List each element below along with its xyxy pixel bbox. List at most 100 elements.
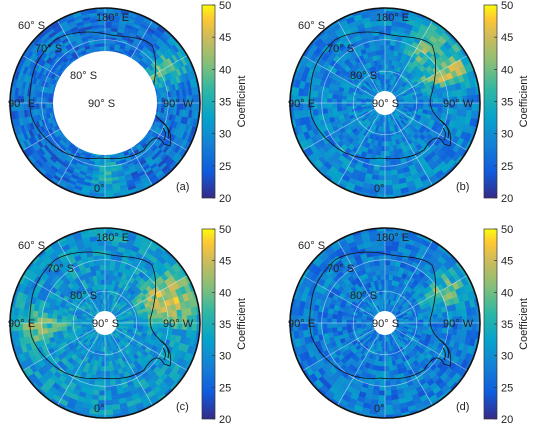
heatmap-cell — [326, 107, 333, 114]
meridian-line — [384, 102, 433, 186]
heatmap-cell — [423, 322, 429, 328]
lat-label-90-c: 90° S — [92, 318, 119, 330]
heatmap-cell — [389, 260, 397, 267]
heatmap-cell — [380, 49, 386, 56]
panel-label-b: (b) — [456, 181, 469, 193]
heatmap-cell — [384, 175, 393, 181]
colorbar-tick-label: 25 — [219, 161, 231, 173]
pole-hole-b — [373, 91, 397, 115]
heatmap-cell — [388, 365, 394, 372]
heatmap-cell — [428, 318, 434, 324]
heatmap-cell — [331, 106, 338, 113]
heatmap-cell — [418, 99, 424, 104]
lat-label-90-b: 90° S — [372, 98, 399, 110]
colorbar-label: Coefficient — [518, 76, 530, 128]
heatmap-cell — [99, 264, 106, 271]
heatmap-cell — [100, 366, 106, 372]
heatmap-cell — [384, 39, 391, 46]
heatmap-cell — [384, 49, 390, 56]
heatmap-cell — [143, 318, 149, 324]
colorbar-tick-label: 25 — [501, 161, 513, 173]
lon-label-90e-a: 90° E — [8, 98, 35, 110]
heatmap-cell — [143, 322, 149, 328]
heatmap-cell — [100, 361, 106, 367]
heatmap-cell — [100, 269, 106, 276]
lon-label-90w-c: 90° W — [163, 318, 194, 330]
heatmap-cell — [148, 318, 154, 324]
heatmap-cell — [331, 98, 338, 104]
colorbar-tick-label: 20 — [501, 193, 513, 205]
heatmap-cell — [99, 46, 106, 50]
heatmap-cell — [51, 326, 58, 333]
heatmap-cell — [104, 168, 112, 173]
heatmap-cell — [379, 44, 386, 51]
heatmap-cell — [384, 160, 391, 167]
heatmap-cell — [48, 102, 52, 109]
heatmap-cell — [93, 260, 101, 267]
heatmap-cell — [388, 370, 395, 377]
heatmap-cell — [96, 274, 102, 281]
colorbar-tick-label: 30 — [219, 129, 231, 141]
heatmap-cell — [158, 97, 162, 104]
heatmap-cell — [326, 322, 333, 329]
heatmap-cell — [100, 279, 106, 285]
heatmap-cell — [428, 98, 434, 104]
heatmap-cell — [384, 370, 390, 377]
heatmap-cell — [97, 279, 102, 286]
heatmap-cell — [104, 370, 110, 377]
heatmap-cell — [104, 27, 112, 32]
heatmap-cell — [322, 91, 329, 99]
meridian-line — [337, 102, 386, 186]
heatmap-cell — [46, 317, 53, 324]
heatmap-cell — [377, 279, 382, 286]
heatmap-cell — [35, 102, 40, 110]
heatmap-cell — [104, 171, 112, 176]
heatmap-cell — [355, 322, 362, 326]
colorbar-tick-label: 35 — [501, 97, 513, 109]
heatmap-cell — [389, 159, 397, 166]
heatmap-cell — [382, 73, 386, 80]
heatmap-cell — [380, 370, 386, 377]
meridian-line — [384, 55, 468, 104]
heatmap-cell — [152, 318, 159, 324]
heatmap-cell — [152, 313, 159, 320]
colorbar-gradient — [202, 5, 215, 198]
heatmap-cell — [384, 59, 390, 65]
lon-label-180e-b: 180° E — [376, 12, 409, 24]
heatmap-cell — [51, 318, 58, 324]
heatmap-cell — [56, 326, 63, 332]
panel-label-a: (a) — [176, 181, 189, 193]
heatmap-cell — [384, 361, 390, 367]
heatmap-cell — [104, 274, 110, 280]
heatmap-cell — [104, 346, 108, 353]
heatmap-cell — [93, 379, 101, 386]
lat-label-60-a: 60° S — [18, 20, 45, 32]
antarctica-coastline-a — [29, 31, 172, 160]
heatmap-cell — [379, 160, 386, 167]
heatmap-cell — [382, 293, 386, 300]
heatmap-cell — [432, 313, 439, 320]
heatmap-cell — [389, 375, 396, 382]
heatmap-cell — [380, 59, 386, 65]
heatmap-cell — [99, 162, 106, 167]
heatmap-cell — [109, 375, 116, 382]
heatmap-cell — [104, 264, 111, 271]
heatmap-cell — [99, 159, 106, 164]
heatmap-cell — [104, 174, 112, 179]
heatmap-cell — [384, 54, 390, 60]
heatmap-cell — [388, 145, 394, 152]
heatmap-cell — [138, 319, 144, 324]
colorbar-tick-label: 40 — [219, 287, 231, 299]
heatmap-cell — [321, 97, 328, 104]
heatmap-cell — [423, 318, 429, 324]
heatmap-cell — [389, 379, 397, 386]
heatmap-cell — [331, 318, 338, 324]
colorbar-tick-label: 45 — [501, 32, 513, 44]
meridian-line — [384, 102, 468, 151]
lat-label-70-b: 70° S — [327, 43, 354, 55]
lon-label-90w-a: 90° W — [163, 98, 194, 110]
lon-label-90e-b: 90° E — [288, 98, 315, 110]
colorbar-tick-label: 35 — [219, 97, 231, 109]
heatmap-cell — [384, 380, 391, 387]
heatmap-cell — [104, 380, 111, 387]
